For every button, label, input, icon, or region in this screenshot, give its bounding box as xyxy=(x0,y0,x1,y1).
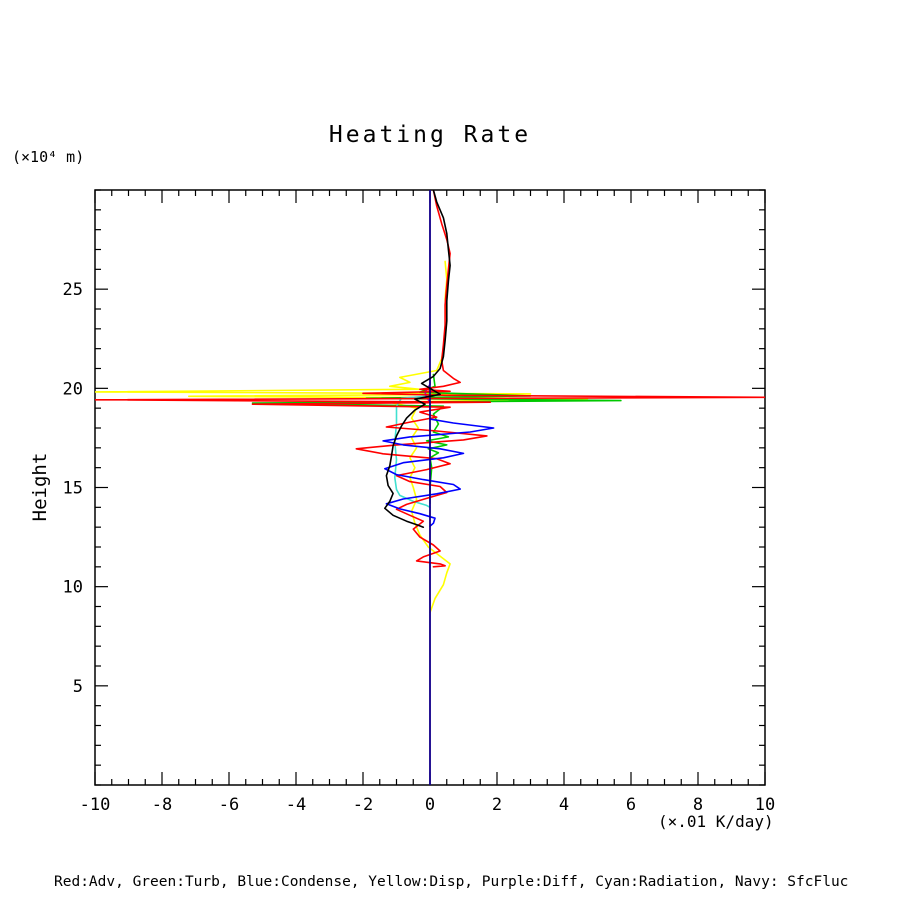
x-tick-label: -2 xyxy=(353,795,373,815)
y-axis-label: Height xyxy=(29,452,51,522)
series-black-unlabeled xyxy=(383,190,451,529)
y-tick-label: 20 xyxy=(63,379,83,399)
y-tick-label: 5 xyxy=(73,677,83,697)
chart-title: Heating Rate xyxy=(328,122,532,148)
x-tick-label: -6 xyxy=(219,795,239,815)
y-tick-label: 15 xyxy=(63,479,83,499)
x-axis-unit-label: (×.01 K/day) xyxy=(658,812,774,831)
series-condense xyxy=(382,418,495,528)
y-tick-label: 10 xyxy=(63,578,83,598)
x-tick-label: 10 xyxy=(755,795,775,815)
x-tick-label: -10 xyxy=(80,795,111,815)
x-tick-label: 4 xyxy=(559,795,569,815)
y-tick-label: 25 xyxy=(63,280,83,300)
x-tick-label: 0 xyxy=(425,795,435,815)
x-tick-label: -8 xyxy=(152,795,172,815)
x-tick-label: 2 xyxy=(492,795,502,815)
x-tick-label: 8 xyxy=(693,795,703,815)
legend-text: Red:Adv, Green:Turb, Blue:Condense, Yell… xyxy=(54,874,849,890)
x-tick-label: 6 xyxy=(626,795,636,815)
series-disp xyxy=(95,260,589,614)
x-tick-label: -4 xyxy=(286,795,306,815)
y-axis-unit-label: (×10⁴ m) xyxy=(12,148,85,166)
series-adv xyxy=(95,190,765,568)
series-lines xyxy=(95,190,765,785)
